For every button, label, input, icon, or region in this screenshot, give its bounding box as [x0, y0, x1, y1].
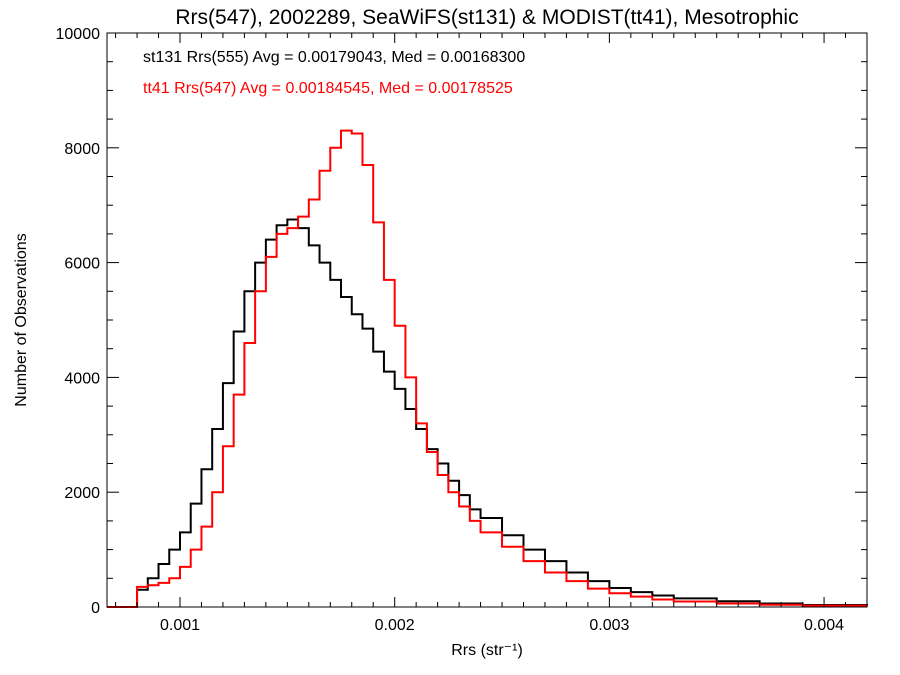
y-tick-label: 6000 — [64, 256, 100, 273]
series-lines — [107, 129, 868, 608]
x-tick-label: 0.001 — [160, 617, 200, 634]
y-tick-label: 10000 — [56, 26, 101, 43]
chart-title: Rrs(547), 2002289, SeaWiFS(st131) & MODI… — [175, 6, 798, 29]
plot-frame — [106, 32, 868, 608]
y-tick-label: 4000 — [64, 370, 100, 387]
x-tick-label: 0.004 — [804, 617, 844, 634]
series-line-0 — [107, 218, 868, 608]
x-axis-label: Rrs (str⁻¹) — [451, 642, 523, 659]
x-axis-ticks: 0.001 0.002 0.003 0.004 — [115, 33, 868, 634]
x-tick-label: 0.002 — [375, 617, 415, 634]
y-axis-label: Number of Observations — [13, 233, 30, 406]
annotation-st131: st131 Rrs(555) Avg = 0.00179043, Med = 0… — [143, 49, 525, 66]
annotation-tt41: tt41 Rrs(547) Avg = 0.00184545, Med = 0.… — [143, 80, 513, 97]
series-line-1 — [107, 129, 868, 608]
y-tick-label: 0 — [91, 600, 100, 617]
x-tick-label: 0.003 — [589, 617, 629, 634]
y-tick-label: 8000 — [64, 141, 100, 158]
y-tick-label: 2000 — [64, 485, 100, 502]
y-axis-ticks: 0 2000 4000 6000 8000 10000 — [56, 26, 867, 617]
